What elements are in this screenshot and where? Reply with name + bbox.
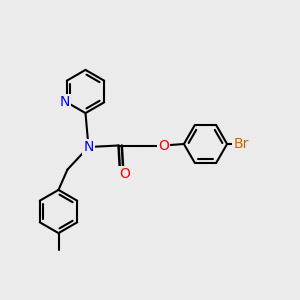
Text: N: N [83, 140, 94, 154]
Text: O: O [158, 139, 169, 152]
Text: O: O [119, 167, 130, 181]
Text: Br: Br [233, 137, 249, 151]
Text: N: N [59, 95, 70, 109]
